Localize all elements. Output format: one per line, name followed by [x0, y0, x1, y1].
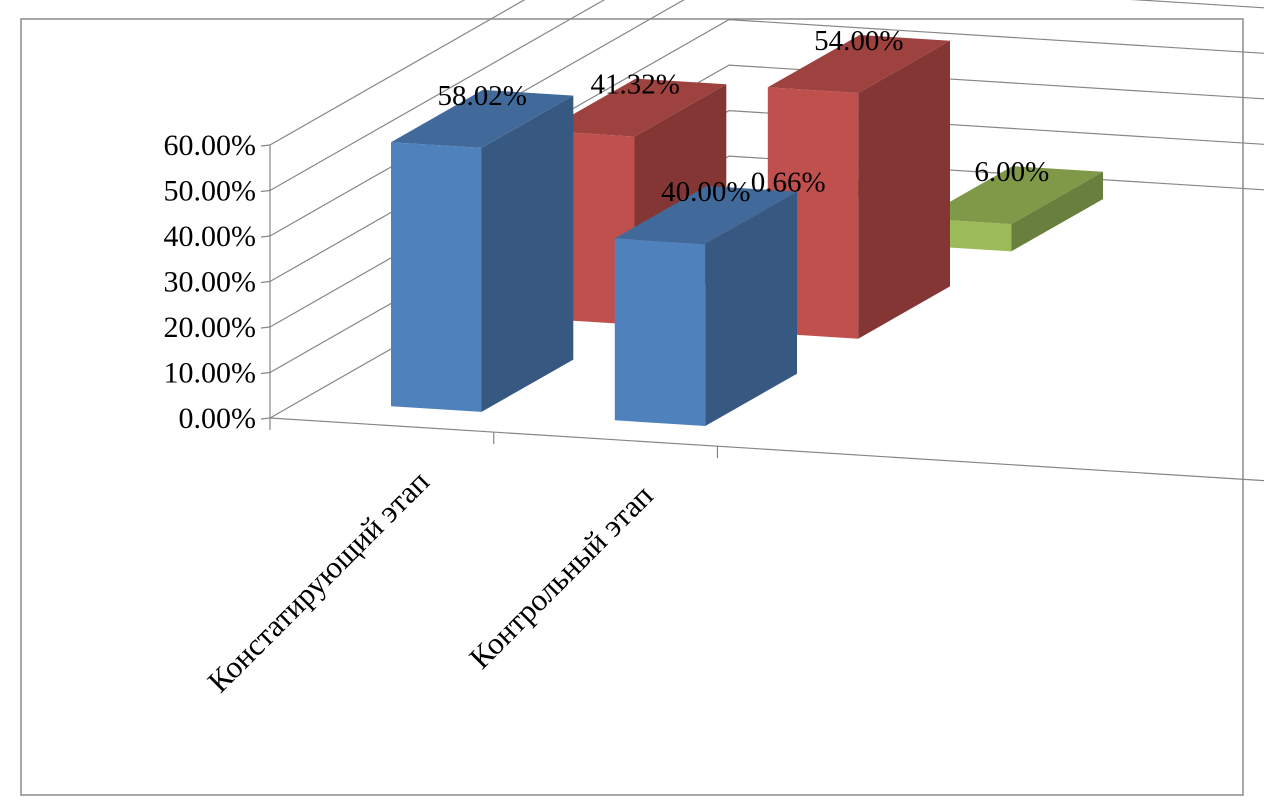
data-label: 58.02% [437, 80, 526, 112]
gridline [269, 0, 606, 192]
bar-top [920, 166, 1103, 225]
value-tick-label: 30.00% [164, 266, 257, 299]
value-tick-mark [260, 280, 271, 284]
bar-front [614, 238, 706, 426]
bar-side [1011, 171, 1103, 252]
bar-top [544, 78, 727, 137]
data-label: 0.66% [751, 166, 826, 198]
category-axis-line [269, 417, 1264, 482]
data-label: 40.00% [661, 176, 750, 208]
value-tick-label: 50.00% [164, 175, 257, 208]
value-tick-label: 10.00% [164, 357, 257, 390]
value-tick-mark [260, 144, 271, 147]
bar-front [391, 142, 482, 412]
value-tick-label: 40.00% [164, 220, 257, 253]
value-tick-label: 20.00% [164, 311, 257, 344]
value-tick-mark [260, 326, 271, 329]
value-tick-label: 0.00% [179, 402, 257, 435]
bar-1-1 [767, 35, 950, 339]
bar-side [481, 95, 574, 412]
data-label: 6.00% [974, 156, 1049, 188]
value-tick-label: 60.00% [164, 129, 257, 162]
bar-top [614, 186, 797, 244]
bar-side [705, 191, 797, 426]
gridline [269, 0, 526, 146]
value-tick-mark [260, 189, 271, 193]
value-tick-mark [260, 235, 271, 238]
value-tick-mark [260, 371, 271, 375]
bar-side [858, 40, 950, 339]
bar-top [391, 89, 574, 148]
bar-0-1 [614, 186, 797, 426]
data-label: 54.00% [814, 25, 903, 57]
bar-0-0 [391, 89, 574, 412]
data-label: 41.32% [590, 69, 679, 101]
bar-top [767, 35, 950, 93]
value-tick-mark [260, 417, 271, 420]
